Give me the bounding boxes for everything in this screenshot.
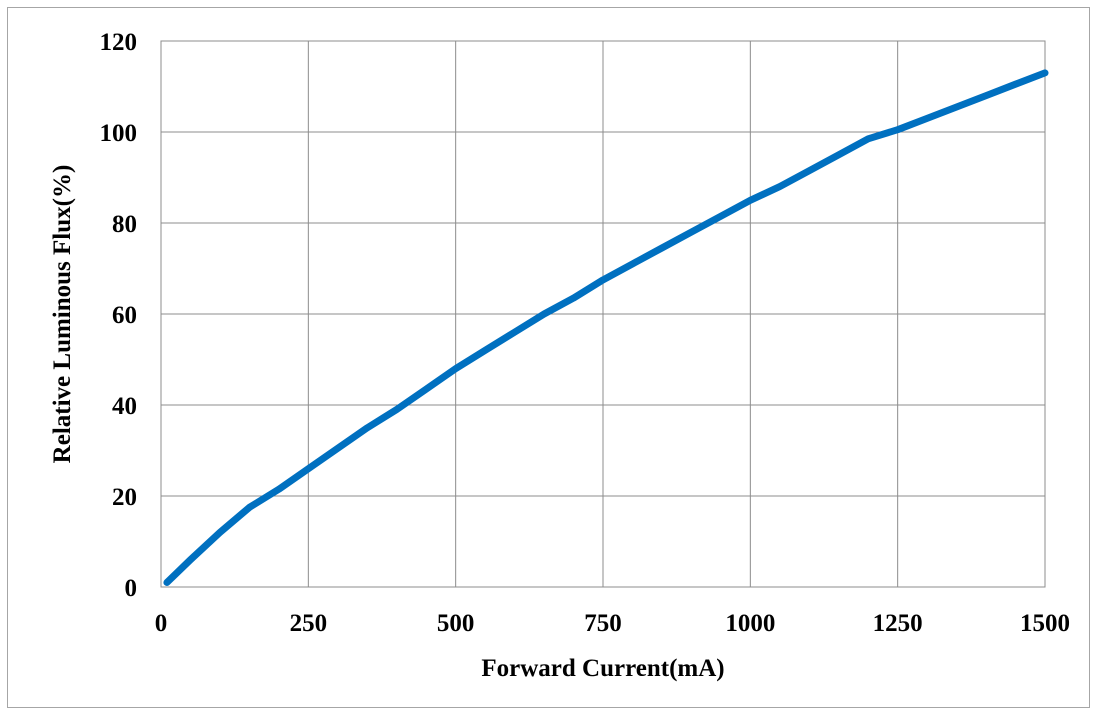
series-line bbox=[163, 69, 1049, 586]
y-tick-label: 100 bbox=[100, 120, 138, 147]
x-tick-label: 1000 bbox=[725, 610, 775, 637]
y-tick-labels: 0 20 40 60 80 100 120 bbox=[100, 29, 138, 602]
y-tick-label: 0 bbox=[125, 575, 138, 602]
y-tick-label: 40 bbox=[112, 393, 137, 420]
y-tick-label: 120 bbox=[100, 29, 138, 56]
series-layer bbox=[163, 69, 1049, 586]
y-axis-title: Relative Luminous Flux(%) bbox=[49, 165, 76, 464]
y-tick-label: 20 bbox=[112, 484, 137, 511]
y-tick-label: 60 bbox=[112, 302, 137, 329]
grid-lines bbox=[160, 40, 1046, 588]
chart-frame bbox=[7, 7, 1090, 708]
plot-area bbox=[160, 40, 1046, 588]
x-tick-label: 1250 bbox=[873, 610, 923, 637]
x-tick-label: 1500 bbox=[1020, 610, 1070, 637]
x-tick-label: 500 bbox=[437, 610, 475, 637]
x-tick-label: 250 bbox=[290, 610, 328, 637]
y-tick-label: 80 bbox=[112, 211, 137, 238]
x-axis-title: Forward Current(mA) bbox=[481, 655, 724, 682]
x-tick-label: 0 bbox=[155, 610, 168, 637]
x-tick-labels: 0 250 500 750 1000 1250 1500 bbox=[155, 610, 1070, 637]
x-tick-label: 750 bbox=[584, 610, 622, 637]
